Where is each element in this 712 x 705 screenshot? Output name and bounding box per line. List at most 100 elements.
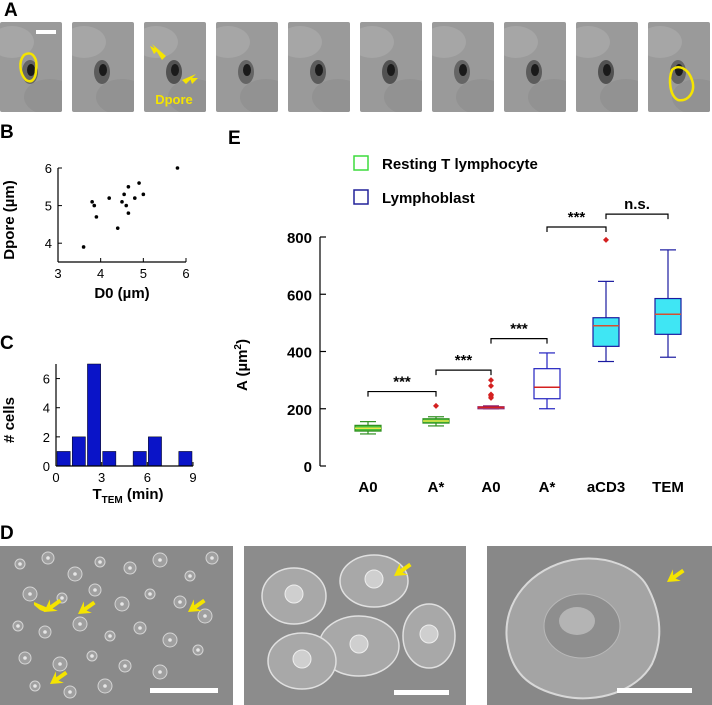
e-significance-bracket	[367, 390, 437, 397]
b-data-point	[92, 203, 97, 208]
b-data-point	[107, 196, 111, 200]
sem-cell-core	[43, 630, 47, 634]
b-y-tick-label: 5	[45, 199, 52, 214]
c-bar	[102, 451, 117, 467]
arrow-icon	[182, 74, 198, 84]
cell-core	[243, 64, 251, 76]
sem-cell-core	[210, 556, 214, 560]
cell-core	[27, 64, 35, 76]
sem-cell-core	[419, 624, 439, 644]
b-x-tick-label: 3	[54, 266, 61, 281]
sem-cluster-svg	[244, 546, 466, 705]
c-bar	[71, 436, 86, 467]
sem-cell-core	[103, 684, 107, 688]
b-data-point	[137, 181, 141, 185]
sem-cell-core	[158, 558, 162, 562]
e-x-tick-label: A*	[539, 479, 556, 496]
cell-core	[171, 64, 179, 76]
sem-cell-core	[98, 560, 102, 564]
e-box-body	[654, 297, 682, 335]
e-y-label-main: A (µm	[234, 350, 251, 391]
e-outlier	[488, 391, 494, 398]
e-y-label-sup: 2	[233, 344, 244, 350]
c-x-tick-label: 9	[189, 470, 196, 485]
sem-cell-core	[364, 569, 384, 589]
e-significance-bracket	[605, 213, 669, 220]
c-bar	[148, 436, 162, 467]
sem-cell-core	[108, 634, 112, 638]
e-box-body	[533, 368, 561, 400]
arrow-icon	[44, 598, 62, 612]
sem-cell-core	[33, 684, 37, 688]
e-box-body	[592, 317, 620, 347]
c-x-tick-label: 6	[144, 470, 151, 485]
neighbor-cell	[432, 26, 466, 58]
neighbor-cell	[384, 79, 422, 112]
b-y-tick-label: 6	[45, 161, 52, 176]
sem-overview-arrows	[34, 602, 48, 612]
sem-cell-core	[46, 556, 50, 560]
neighbor-cell	[72, 26, 106, 58]
e-significance-label: n.s.	[624, 196, 650, 213]
cell-outline	[668, 66, 695, 102]
e-legend: Resting T lymphocyte Lymphoblast	[353, 155, 538, 207]
c-x-label-sub: TEM	[102, 495, 123, 506]
e-x-tick-label: TEM	[652, 479, 684, 496]
neighbor-cell	[96, 79, 134, 112]
c-x-label: TTEM (min)	[92, 486, 163, 506]
sem-cell-core	[120, 602, 124, 606]
sem-cell-core	[18, 562, 22, 566]
cell-core	[675, 64, 683, 76]
panel-b-label: B	[0, 122, 14, 143]
time-lapse-frame	[576, 22, 638, 112]
sem-cell-core	[58, 662, 62, 666]
scale-bar	[36, 30, 56, 34]
sem-cell-core	[73, 572, 77, 576]
e-x-tick-label: aCD3	[587, 479, 625, 496]
b-x-tick-label: 6	[182, 266, 189, 281]
sem-single-svg	[487, 546, 712, 705]
sem-image-single-cell	[487, 546, 712, 705]
arrow-icon	[150, 44, 166, 60]
sem-cell-core	[158, 670, 162, 674]
cell-core	[315, 64, 323, 76]
c-bar	[178, 451, 193, 467]
e-legend-label-lymphoblast: Lymphoblast	[382, 190, 475, 207]
sem-cell-core	[188, 574, 192, 578]
neighbor-cell	[528, 79, 566, 112]
frame-svg: Dpore	[144, 22, 206, 112]
e-y-tick-label: 400	[287, 345, 312, 362]
neighbor-cell	[168, 79, 206, 112]
sem-cell-core	[23, 656, 27, 660]
neighbor-cell	[216, 26, 250, 58]
sem-cell-core	[28, 592, 32, 596]
e-y-tick-label: 200	[287, 402, 312, 419]
time-lapse-frame	[288, 22, 350, 112]
sem-cell-core	[68, 690, 72, 694]
frame-svg	[0, 22, 62, 112]
e-significance-label: ***	[568, 209, 586, 226]
neighbor-cell	[456, 79, 494, 112]
sem-image-overview	[0, 546, 233, 705]
c-y-tick-label: 4	[43, 401, 50, 416]
e-box	[592, 236, 620, 363]
panel-a-label: A	[4, 0, 18, 21]
frame-svg	[576, 22, 638, 112]
scale-bar	[617, 688, 692, 693]
cell-core	[531, 64, 539, 76]
c-y-label: # cells	[1, 397, 18, 443]
arrow-icon	[394, 562, 412, 576]
e-x-tick-label: A*	[428, 479, 445, 496]
cell-core	[603, 64, 611, 76]
neighbor-cell	[648, 26, 682, 58]
b-data-point	[90, 200, 94, 204]
e-significance-label: ***	[393, 374, 411, 391]
e-x-tick-label: A0	[481, 479, 500, 496]
b-y-label: Dpore (µm)	[1, 180, 18, 259]
b-data-point	[115, 226, 120, 230]
sem-cell-core	[93, 588, 97, 592]
neighbor-cell	[600, 79, 638, 112]
e-box	[422, 402, 450, 427]
e-outlier	[488, 382, 494, 389]
c-y-tick-label: 0	[43, 459, 50, 474]
